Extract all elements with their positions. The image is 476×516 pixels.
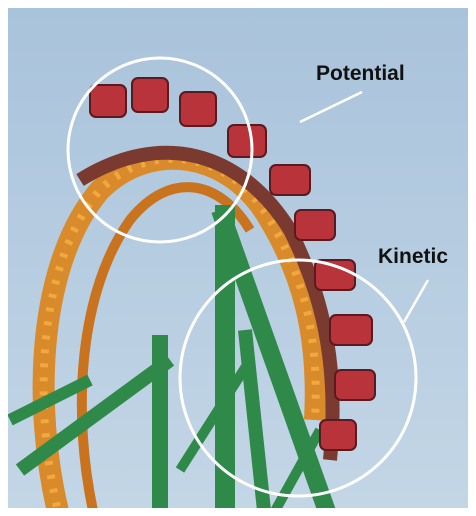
page: Potential Kinetic (() => { const data = … xyxy=(0,0,476,516)
potential-label: Potential xyxy=(316,62,405,85)
kinetic-label: Kinetic xyxy=(378,245,448,268)
figure: Potential Kinetic xyxy=(0,0,476,516)
